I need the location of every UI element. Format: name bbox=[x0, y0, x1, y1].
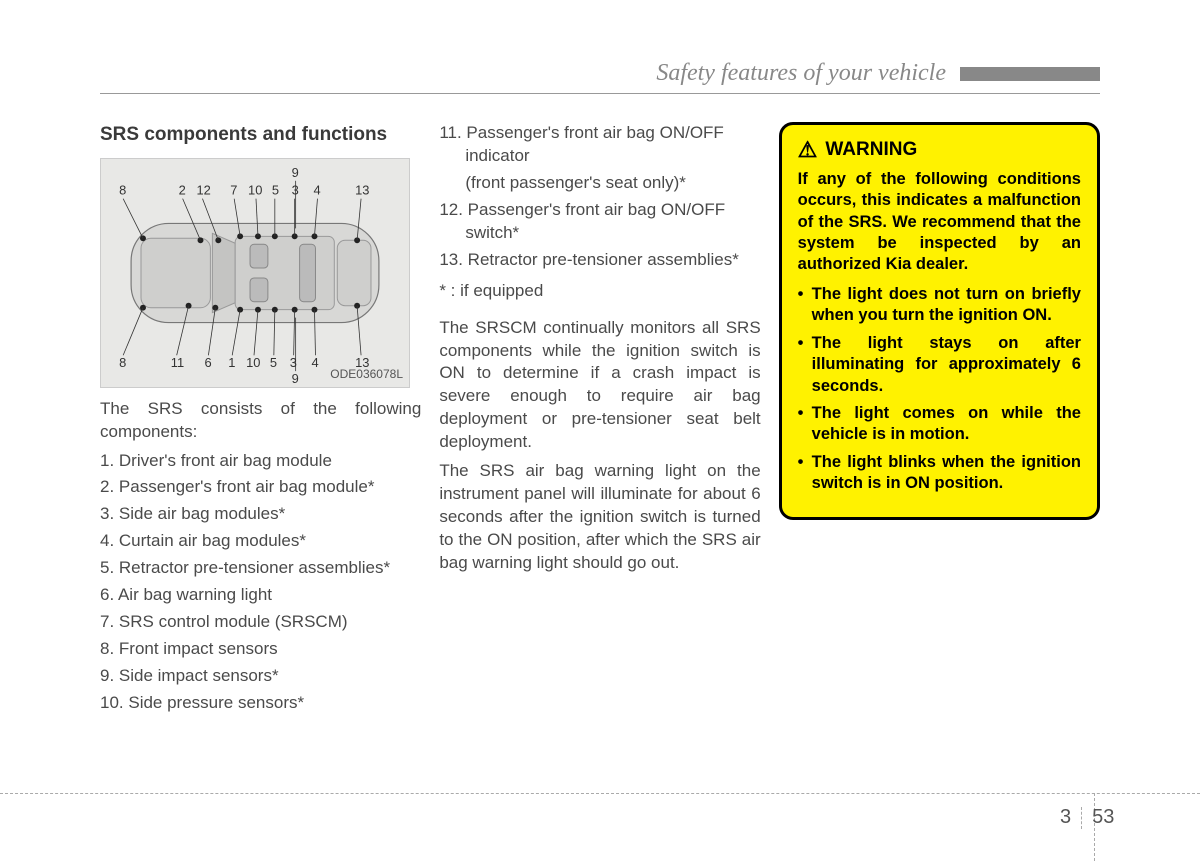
svg-text:4: 4 bbox=[312, 355, 319, 370]
list-item: 7. SRS control module (SRSCM) bbox=[100, 611, 421, 634]
svg-text:4: 4 bbox=[313, 182, 320, 197]
svg-text:10: 10 bbox=[246, 355, 260, 370]
svg-text:8: 8 bbox=[119, 182, 126, 197]
list-item: 9. Side impact sensors* bbox=[100, 665, 421, 688]
column-3: ⚠ WARNING If any of the following condit… bbox=[779, 122, 1100, 719]
list-item: 10. Side pressure sensors* bbox=[100, 692, 421, 715]
header-accent-bar bbox=[960, 67, 1100, 81]
section-title: SRS components and functions bbox=[100, 122, 421, 148]
svg-text:8: 8 bbox=[119, 355, 126, 370]
svg-text:10: 10 bbox=[248, 182, 262, 197]
list-item: 12. Passenger's front air bag ON/OFF swi… bbox=[439, 199, 760, 245]
column-1: SRS components and functions bbox=[100, 122, 421, 719]
warning-title: WARNING bbox=[825, 137, 917, 163]
warning-item: The light does not turn on briefly when … bbox=[798, 284, 1081, 327]
paragraph-2: The SRS air bag warning light on the ins… bbox=[439, 460, 760, 575]
content-columns: SRS components and functions bbox=[100, 122, 1100, 719]
crop-mark-horizontal bbox=[0, 793, 1200, 794]
warning-box: ⚠ WARNING If any of the following condit… bbox=[779, 122, 1100, 520]
svg-text:13: 13 bbox=[355, 182, 369, 197]
list-item: 4. Curtain air bag modules* bbox=[100, 530, 421, 553]
component-list-col2: 11. Passenger's front air bag ON/OFF ind… bbox=[439, 122, 760, 272]
component-list-col1: 1. Driver's front air bag module 2. Passe… bbox=[100, 450, 421, 715]
warning-item: The light stays on after illuminating fo… bbox=[798, 333, 1081, 397]
warning-icon: ⚠ bbox=[798, 139, 818, 161]
header-title: Safety features of your vehicle bbox=[656, 60, 946, 87]
svg-text:9: 9 bbox=[292, 164, 299, 179]
list-item: 8. Front impact sensors bbox=[100, 638, 421, 661]
chapter-number: 3 bbox=[1060, 806, 1071, 829]
page-header: Safety features of your vehicle bbox=[100, 60, 1100, 94]
warning-list: The light does not turn on briefly when … bbox=[798, 284, 1081, 495]
list-item: 1. Driver's front air bag module bbox=[100, 450, 421, 473]
svg-text:7: 7 bbox=[230, 182, 237, 197]
intro-text: The SRS consists of the following compon… bbox=[100, 398, 421, 444]
paragraph-1: The SRSCM continually monitors all SRS c… bbox=[439, 317, 760, 455]
warning-item: The light comes on while the vehicle is … bbox=[798, 403, 1081, 446]
list-item: 6. Air bag warning light bbox=[100, 584, 421, 607]
svg-text:3: 3 bbox=[292, 182, 299, 197]
list-item: 13. Retractor pre-tensioner assemblies* bbox=[439, 249, 760, 272]
footnote: * : if equipped bbox=[439, 280, 760, 303]
page-number: 53 bbox=[1092, 806, 1114, 829]
warning-header: ⚠ WARNING bbox=[798, 137, 1081, 163]
svg-text:9: 9 bbox=[292, 371, 299, 386]
page-folio: 3 53 bbox=[1060, 806, 1114, 829]
diagram-code: ODE036078L bbox=[330, 366, 403, 382]
list-item: 3. Side air bag modules* bbox=[100, 503, 421, 526]
list-item: 11. Passenger's front air bag ON/OFF ind… bbox=[439, 122, 760, 168]
svg-text:5: 5 bbox=[270, 355, 277, 370]
warning-intro: If any of the following conditions occur… bbox=[798, 169, 1081, 276]
warning-item: The light blinks when the ignition switc… bbox=[798, 452, 1081, 495]
svg-text:12: 12 bbox=[197, 182, 211, 197]
svg-text:1: 1 bbox=[228, 355, 235, 370]
list-item: 2. Passenger's front air bag module* bbox=[100, 476, 421, 499]
column-2: 11. Passenger's front air bag ON/OFF ind… bbox=[439, 122, 760, 719]
svg-text:2: 2 bbox=[179, 182, 186, 197]
srs-diagram: 8 2 12 7 10 5 3 4 13 9 8 11 6 1 10 5 bbox=[100, 158, 410, 388]
svg-text:3: 3 bbox=[290, 355, 297, 370]
folio-separator bbox=[1081, 807, 1082, 829]
list-item: 5. Retractor pre-tensioner assemblies* bbox=[100, 557, 421, 580]
list-item-sub: (front passenger's seat only)* bbox=[439, 172, 760, 195]
svg-text:5: 5 bbox=[272, 182, 279, 197]
svg-text:11: 11 bbox=[171, 355, 184, 370]
svg-text:6: 6 bbox=[204, 355, 211, 370]
